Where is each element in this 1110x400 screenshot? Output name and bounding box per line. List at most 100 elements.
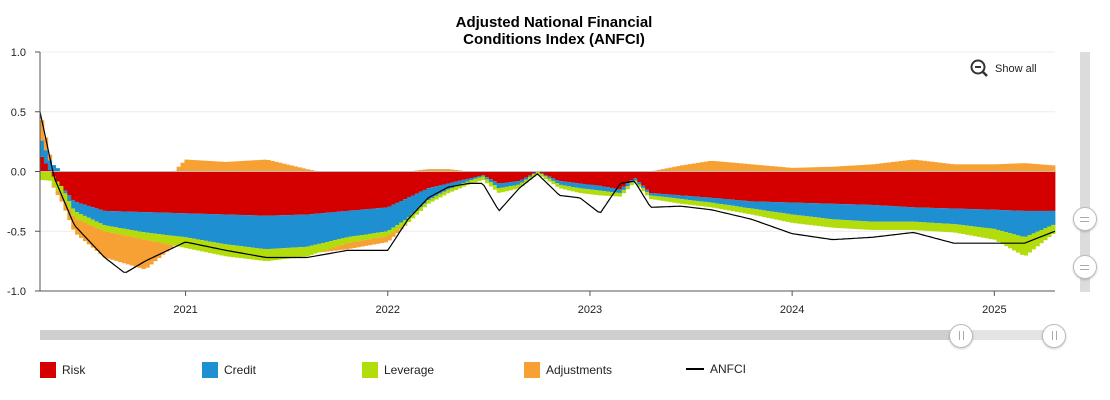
bar-leverage (855, 220, 861, 230)
bar-credit (871, 204, 876, 222)
bar-credit (660, 193, 666, 197)
bar-risk (1000, 171, 1005, 211)
bar-adjustments (231, 161, 236, 172)
bar-credit (707, 197, 712, 203)
legend-item-risk[interactable]: Risk (40, 362, 85, 378)
bar-risk (137, 171, 142, 212)
legend-item-anfci[interactable]: ANFCI (686, 362, 746, 376)
bar-leverage (360, 235, 365, 241)
vertical-scroll-handle-top[interactable] (1073, 207, 1097, 231)
bar-credit (992, 209, 997, 229)
bar-leverage (766, 210, 771, 218)
bar-adjustments (715, 161, 720, 172)
bar-credit (196, 213, 201, 240)
vertical-scroll-handle-bottom[interactable] (1073, 255, 1097, 279)
bar-credit (360, 209, 365, 236)
bar-risk (801, 171, 806, 203)
bar-credit (641, 185, 646, 189)
bar-risk (559, 171, 564, 182)
vertical-scrollbar-track[interactable] (1080, 52, 1090, 292)
bar-credit (250, 215, 256, 248)
bar-credit (200, 213, 205, 241)
bar-credit (430, 187, 435, 198)
bar-adjustments (742, 163, 747, 172)
bar-risk (492, 171, 498, 182)
bar-risk (399, 171, 404, 202)
bar-adjustments (79, 220, 84, 238)
y-tick-label: -1.0 (7, 286, 26, 298)
bar-leverage (51, 176, 57, 187)
bar-adjustments (711, 160, 716, 172)
bar-leverage (1031, 233, 1036, 250)
bar-credit (274, 215, 279, 249)
bar-risk (67, 171, 72, 196)
bar-credit (754, 201, 759, 210)
zoom-out-icon (970, 59, 988, 77)
bar-adjustments (360, 240, 365, 247)
bar-credit (996, 209, 1001, 230)
bar-leverage (1051, 224, 1056, 234)
bar-risk (524, 171, 529, 178)
bar-credit (797, 202, 802, 216)
bar-adjustments (121, 235, 127, 264)
bar-credit (867, 204, 872, 222)
bar-leverage (418, 206, 423, 211)
bar-credit (551, 178, 556, 181)
bar-risk (243, 171, 248, 216)
bar-risk (86, 171, 92, 206)
bar-credit (317, 213, 322, 244)
bar-adjustments (282, 163, 287, 172)
bar-risk (418, 171, 423, 192)
bar-risk (453, 171, 459, 182)
bar-leverage (641, 188, 646, 192)
bar-leverage (914, 221, 919, 231)
bar-credit (898, 206, 904, 222)
bar-risk (879, 171, 884, 206)
bar-credit (781, 202, 787, 214)
bar-leverage (695, 200, 701, 206)
bar-leverage (976, 227, 982, 237)
bar-adjustments (695, 162, 701, 172)
bar-leverage (176, 236, 181, 247)
bar-adjustments (809, 167, 814, 172)
horizontal-scroll-handle-left[interactable] (949, 324, 973, 348)
bar-credit (98, 209, 103, 224)
bar-credit (664, 194, 669, 198)
bar-credit (582, 184, 587, 189)
bar-adjustments (1039, 164, 1044, 172)
bar-risk (723, 171, 728, 200)
bar-leverage (512, 185, 517, 190)
bar-credit (844, 204, 849, 221)
bar-risk (477, 171, 482, 177)
legend-swatch-anfci (686, 368, 704, 370)
bar-risk (473, 171, 478, 177)
bar-risk (922, 171, 927, 208)
bar-risk (196, 171, 201, 214)
legend-item-leverage[interactable]: Leverage (362, 362, 434, 378)
bar-risk (301, 171, 306, 215)
bar-risk (699, 171, 705, 198)
bar-risk (313, 171, 318, 214)
bar-credit (133, 211, 138, 231)
horizontal-scroll-handle-right[interactable] (1042, 324, 1066, 348)
legend-item-adjustments[interactable]: Adjustments (524, 362, 612, 378)
bar-credit (149, 212, 154, 234)
bar-leverage (114, 227, 119, 234)
bar-risk (969, 171, 974, 210)
bar-leverage (625, 186, 630, 190)
bar-leverage (836, 219, 841, 229)
show-all-button[interactable]: Show all (970, 59, 1037, 79)
bar-credit (820, 203, 826, 219)
bar-leverage (71, 208, 76, 216)
bar-credit (137, 211, 142, 232)
legend-item-credit[interactable]: Credit (202, 362, 256, 378)
bar-credit (332, 212, 338, 241)
bar-leverage (352, 236, 357, 242)
horizontal-scrollbar-range[interactable] (40, 330, 960, 340)
bar-risk (485, 171, 490, 178)
bar-credit (734, 200, 740, 207)
bar-adjustments (852, 165, 857, 172)
bar-leverage (446, 189, 451, 194)
bar-risk (641, 171, 646, 186)
bar-series-group (40, 120, 1056, 269)
